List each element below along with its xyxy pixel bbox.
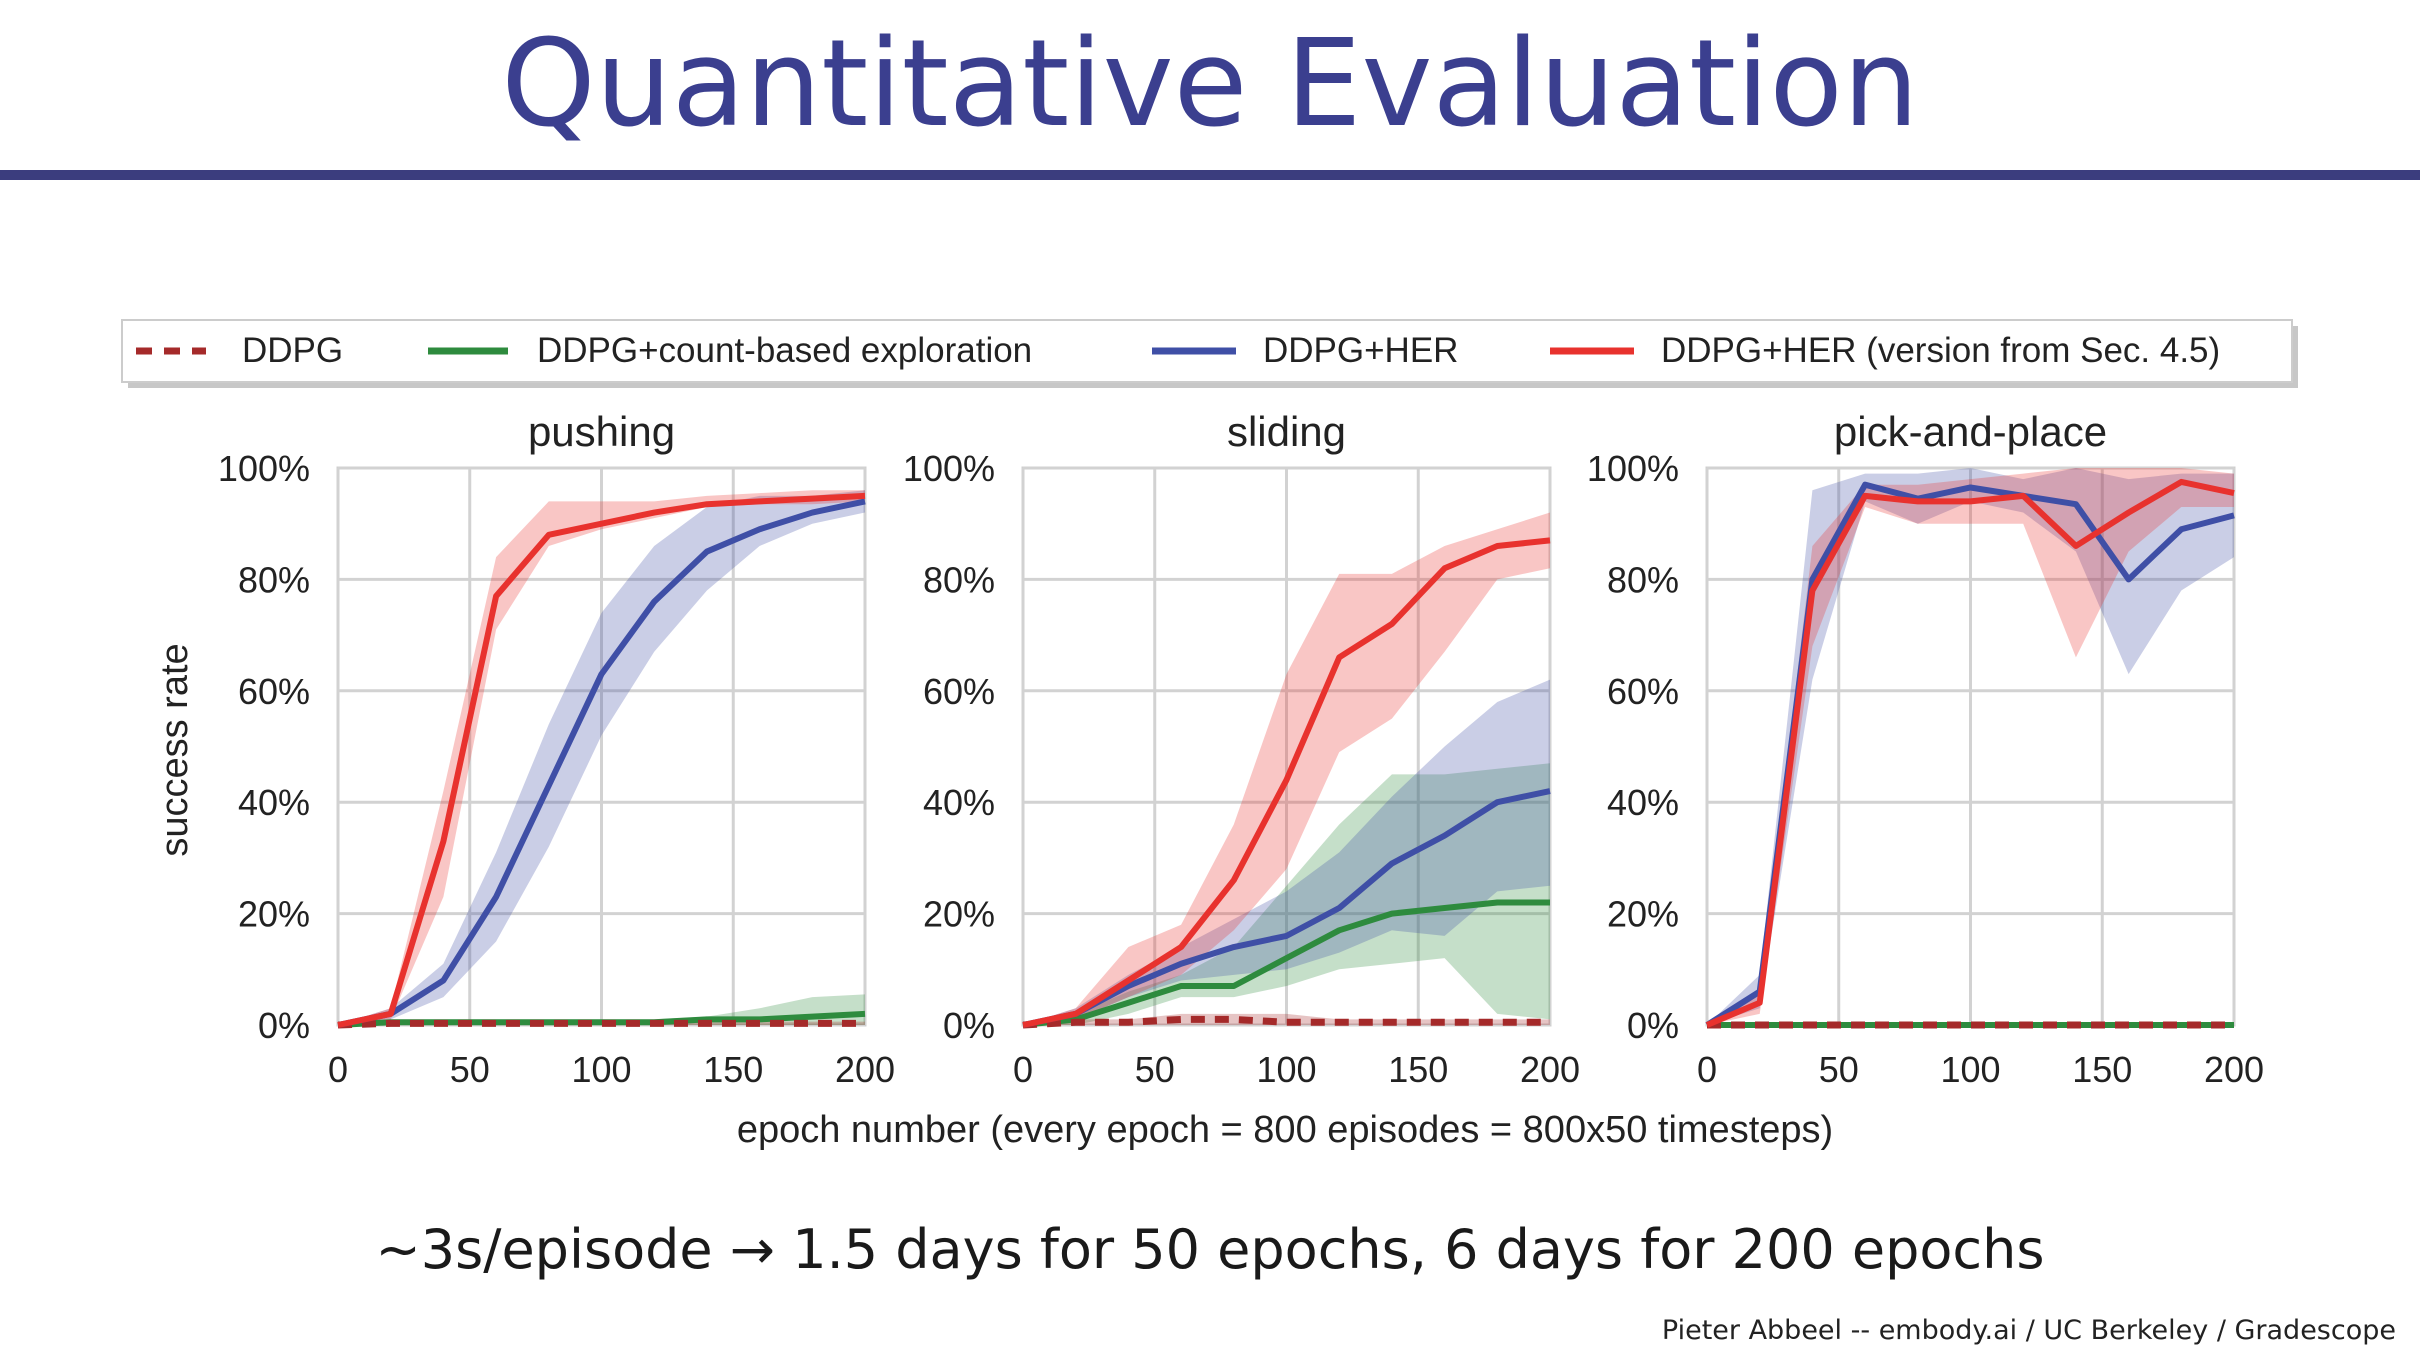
panel-title: pushing [528, 408, 675, 455]
y-tick-label: 100% [218, 448, 310, 489]
y-tick-label: 80% [1607, 559, 1679, 600]
x-tick-label: 0 [328, 1049, 348, 1090]
y-tick-label: 20% [1607, 894, 1679, 935]
legend-label-her: DDPG+HER [1263, 331, 1458, 370]
x-tick-label: 150 [1388, 1049, 1448, 1090]
y-tick-label: 0% [1627, 1005, 1679, 1046]
series-line [1022, 537, 1551, 1028]
y-tick-label: 100% [903, 448, 995, 489]
x-tick-label: 100 [571, 1049, 631, 1090]
panel-title: pick-and-place [1834, 408, 2107, 455]
footer-credit: Pieter Abbeel -- embody.ai / UC Berkeley… [1661, 1315, 2396, 1346]
series-line [1022, 1015, 1550, 1029]
series-line [1705, 478, 2235, 1028]
x-tick-label: 50 [450, 1049, 490, 1090]
panel-pick-and-place: 0 50 100 150 200 0% 20% 40% 60% 80% 100% pick-and-p… [1587, 408, 2264, 1090]
y-axis-label: success rate [154, 643, 196, 856]
y-tick-label: 80% [238, 559, 310, 600]
x-tick-label: 100 [1256, 1049, 1316, 1090]
panel-title: sliding [1227, 408, 1346, 455]
y-tick-label: 20% [923, 894, 995, 935]
panel-sliding: 0 50 100 150 200 0% 20% 40% 60% 80% 100% sliding [903, 408, 1580, 1090]
x-tick-label: 200 [835, 1049, 895, 1090]
y-tick-label: 60% [238, 671, 310, 712]
legend-label-her-sec45: DDPG+HER (version from Sec. 4.5) [1661, 331, 2220, 370]
x-tick-label: 0 [1013, 1049, 1033, 1090]
legend-label-ddpg: DDPG [242, 331, 343, 370]
series-line [1022, 788, 1551, 1028]
x-tick-label: 200 [1520, 1049, 1580, 1090]
x-tick-label: 50 [1135, 1049, 1175, 1090]
y-tick-label: 0% [943, 1005, 995, 1046]
series-line [337, 498, 866, 1028]
confidence-band [1707, 468, 2234, 1025]
y-tick-label: 60% [1607, 671, 1679, 712]
y-tick-label: 60% [923, 671, 995, 712]
legend: DDPG DDPG+count-based exploration DDPG+H… [121, 319, 2298, 388]
chart: DDPG DDPG+count-based exploration DDPG+H… [121, 319, 2298, 1151]
slide-title: Quantitative Evaluation [501, 15, 1919, 154]
title-divider [0, 170, 2420, 180]
x-tick-label: 50 [1819, 1049, 1859, 1090]
y-tick-label: 40% [238, 782, 310, 823]
y-tick-label: 80% [923, 559, 995, 600]
x-tick-label: 0 [1697, 1049, 1717, 1090]
x-tick-label: 150 [703, 1049, 763, 1090]
y-tick-label: 0% [258, 1005, 310, 1046]
panel-pushing: 0 50 100 150 200 0% 20% 40% 60% 80% 100% pushing [218, 408, 895, 1090]
confidence-band [1023, 512, 1550, 1025]
series-line [337, 492, 866, 1028]
y-tick-label: 40% [1607, 782, 1679, 823]
x-axis-label: epoch number (every epoch = 800 episodes… [737, 1109, 1833, 1151]
x-tick-label: 150 [2072, 1049, 2132, 1090]
confidence-band [1023, 763, 1550, 1025]
series-line [337, 1010, 866, 1028]
y-tick-label: 100% [1587, 448, 1679, 489]
x-tick-label: 100 [1940, 1049, 2000, 1090]
caption: ~3s/episode → 1.5 days for 50 epochs, 6 … [375, 1218, 2045, 1281]
y-tick-label: 40% [923, 782, 995, 823]
x-tick-label: 200 [2204, 1049, 2264, 1090]
series-line [337, 1019, 865, 1029]
legend-label-count: DDPG+count-based exploration [537, 331, 1032, 370]
series-line [1022, 899, 1550, 1028]
y-tick-label: 20% [238, 894, 310, 935]
